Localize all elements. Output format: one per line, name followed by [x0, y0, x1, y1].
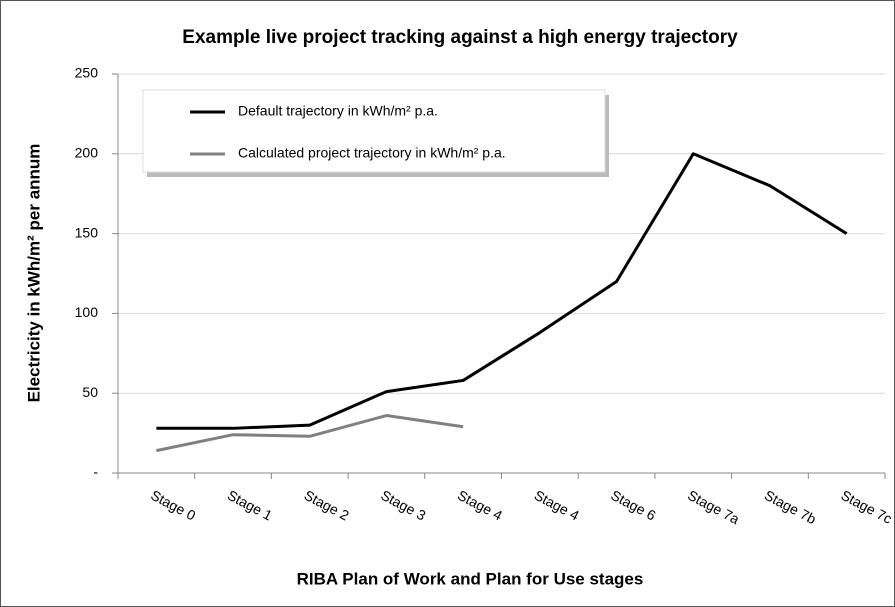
legend-label: Default trajectory in kWh/m² p.a.	[238, 103, 438, 119]
y-tick-label: 200	[75, 145, 99, 161]
y-axis-title: Electricity in kWh/m² per annum	[24, 144, 43, 403]
y-tick-label: 150	[75, 224, 99, 240]
legend-box	[142, 89, 606, 173]
series-line	[156, 414, 464, 453]
y-tick-label: 50	[82, 384, 98, 400]
y-tick-label: 100	[75, 304, 99, 320]
series-line	[156, 152, 848, 430]
y-tick-label: -	[93, 464, 98, 480]
y-tick-label: 250	[75, 65, 99, 81]
legend-label: Calculated project trajectory in kWh/m² …	[238, 145, 506, 161]
chart-title: Example live project tracking against a …	[182, 27, 738, 48]
x-axis-title: RIBA Plan of Work and Plan for Use stage…	[297, 569, 644, 588]
